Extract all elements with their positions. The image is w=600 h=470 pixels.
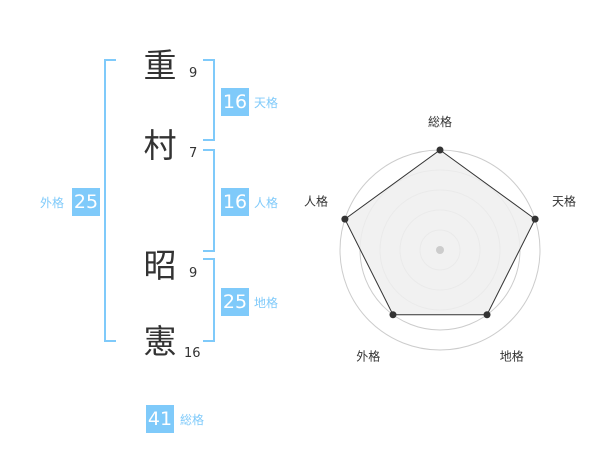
gaikaku-value: 25 (72, 188, 100, 216)
tenkaku-bracket (203, 59, 215, 141)
stroke-count-1: 9 (189, 66, 198, 81)
radar-point (389, 311, 397, 319)
stroke-count-2: 7 (189, 146, 198, 161)
radar-axis-label: 地格 (500, 349, 524, 364)
tenkaku-value: 16 (221, 88, 249, 116)
radar-axis-label: 人格 (304, 193, 328, 208)
radar-point (483, 311, 491, 319)
stroke-count-3: 9 (189, 266, 198, 281)
gaikaku-label: 外格 (40, 196, 65, 210)
radar-axis-label: 総格 (428, 114, 452, 129)
soukaku-label: 総格 (180, 413, 205, 427)
chikaku-bracket (203, 258, 215, 342)
jinkaku-value: 16 (221, 188, 249, 216)
radar-point (531, 215, 539, 223)
radar-area (344, 149, 536, 316)
radar-axis-label: 天格 (552, 193, 576, 208)
chikaku-label: 地格 (254, 296, 279, 310)
radar-point (341, 215, 349, 223)
gaikaku-bracket (104, 59, 116, 342)
radar-center (436, 246, 444, 254)
jinkaku-label: 人格 (254, 196, 279, 210)
name-char-1: 重 (143, 46, 177, 85)
name-char-3: 昭 (143, 246, 177, 285)
radar-axis-label: 外格 (356, 349, 380, 364)
radar-point (436, 146, 444, 154)
stroke-count-4: 16 (184, 346, 201, 361)
soukaku-value: 41 (146, 405, 174, 433)
tenkaku-label: 天格 (254, 96, 279, 110)
chikaku-value: 25 (221, 288, 249, 316)
name-char-2: 村 (143, 126, 177, 165)
jinkaku-bracket (203, 149, 215, 252)
name-char-4: 憲 (143, 322, 177, 361)
